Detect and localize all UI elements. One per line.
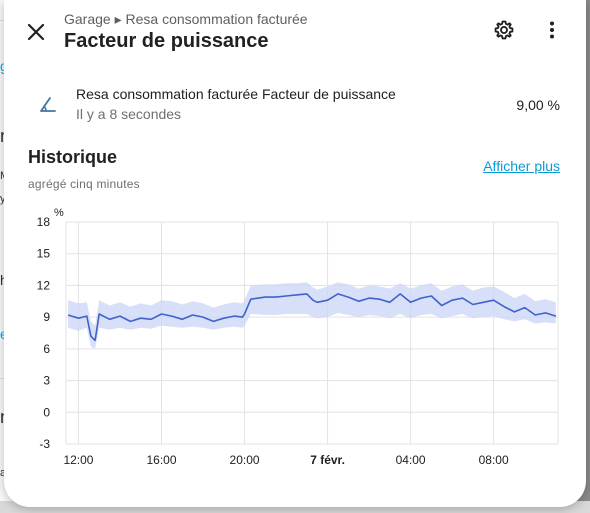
gear-icon	[494, 20, 514, 40]
dialog-header: Garage ▸ Resa consommation facturée Fact…	[4, 0, 586, 64]
entity-value: 9,00 %	[516, 97, 560, 113]
history-title: Historique	[28, 147, 118, 167]
y-tick-label: 12	[37, 278, 51, 292]
x-tick-label: 12:00	[63, 453, 93, 467]
background-text: g	[0, 58, 8, 74]
background-text: a	[0, 467, 6, 479]
entity-state-row[interactable]: Resa consommation facturée Facteur de pu…	[4, 78, 586, 128]
min-max-band	[68, 282, 556, 349]
y-tick-label: 15	[37, 247, 51, 261]
background-text: e	[0, 326, 8, 342]
y-unit-label: %	[54, 207, 64, 219]
history-chart-svg[interactable]: 18 15 12 9 6 3 0 -3 12:00 16:00 20:00 7 févr. 04:00 0…	[4, 200, 586, 480]
x-tick-label: 7 févr.	[310, 453, 345, 467]
dialog-title: Facteur de puissance	[64, 30, 269, 52]
more-info-dialog: Garage ▸ Resa consommation facturée Fact…	[4, 0, 586, 507]
breadcrumb[interactable]: Garage ▸ Resa consommation facturée	[64, 11, 308, 27]
y-tick-label: 18	[37, 215, 51, 229]
x-tick-label: 16:00	[146, 453, 176, 467]
more-vertical-icon	[550, 21, 554, 39]
background-text: y	[0, 193, 6, 205]
show-more-link[interactable]: Afficher plus	[483, 158, 560, 174]
settings-button[interactable]	[486, 12, 522, 48]
x-tick-label: 20:00	[230, 453, 260, 467]
y-tick-label: 0	[43, 405, 50, 419]
entity-name: Resa consommation facturée Facteur de pu…	[76, 86, 396, 102]
history-subtitle: agrégé cinq minutes	[28, 177, 140, 191]
entity-last-changed: Il y a 8 secondes	[76, 106, 182, 122]
y-tick-label: 9	[43, 310, 50, 324]
angle-acute-icon	[40, 97, 56, 112]
x-tick-label: 04:00	[396, 453, 426, 467]
y-tick-label: -3	[39, 437, 50, 451]
y-tick-label: 6	[43, 342, 50, 356]
x-tick-label: 08:00	[479, 453, 509, 467]
history-chart[interactable]: 18 15 12 9 6 3 0 -3 12:00 16:00 20:00 7 févr. 04:00 0…	[4, 200, 586, 480]
y-tick-label: 3	[43, 374, 50, 388]
mean-series-line	[67, 293, 557, 342]
close-button[interactable]	[18, 14, 54, 50]
close-icon	[27, 23, 45, 41]
background-text: h	[0, 272, 8, 288]
more-options-button[interactable]	[534, 12, 570, 48]
